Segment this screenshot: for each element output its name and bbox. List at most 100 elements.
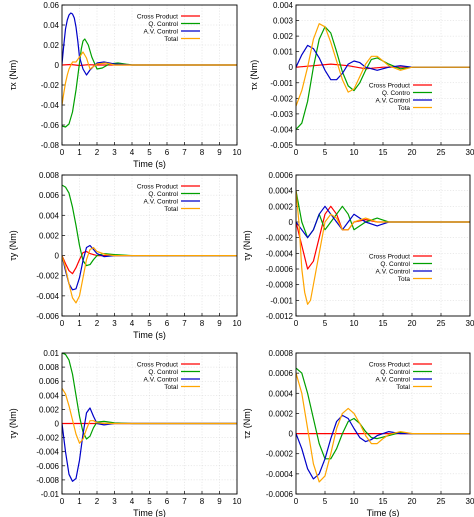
legend-label: Cross Product <box>137 184 178 191</box>
y-tick-label: 0.008 <box>39 363 60 372</box>
x-tick-label: 2 <box>95 497 100 506</box>
x-tick-label: 2 <box>95 148 100 157</box>
y-tick-label: 0.001 <box>273 48 294 57</box>
legend-label: Total <box>164 384 178 391</box>
x-tick-label: 5 <box>147 319 152 328</box>
x-tick-label: 20 <box>408 319 417 328</box>
y-tick-label: -0.006 <box>36 462 59 471</box>
y-tick-label: 0 <box>289 218 294 227</box>
x-tick-label: 15 <box>379 319 388 328</box>
y-tick-label: 0.002 <box>39 231 60 240</box>
y-tick-label: -0.01 <box>41 490 60 499</box>
x-tick-label: 5 <box>147 148 152 157</box>
legend-label: Q. Control <box>148 191 178 198</box>
series-line-4 <box>296 372 470 483</box>
series-line-2 <box>62 38 237 128</box>
y-tick-label: -0.0004 <box>266 470 294 479</box>
series-line-2 <box>62 353 237 440</box>
x-tick-label: 9 <box>217 148 222 157</box>
x-tick-label: 5 <box>147 497 152 506</box>
x-tick-label: 20 <box>408 497 417 506</box>
legend-label: Q. Control <box>148 369 178 376</box>
y-tick-label: 0.002 <box>273 32 294 41</box>
chart-panel-2: 0 5 10 15 20 25 30 -0.005 -0.004 -0.003 -0.002 -0.0… <box>249 1 474 157</box>
y-tick-label: 0 <box>289 63 294 72</box>
plot-frame <box>61 4 238 146</box>
legend-label: Cross Product <box>369 362 410 369</box>
x-tick-label: 10 <box>350 319 359 328</box>
y-axis-label: τy (Nm) <box>8 230 18 261</box>
legend-label: A.V. Control <box>144 377 179 384</box>
y-tick-label: 0 <box>289 430 294 439</box>
y-tick-label: 0.04 <box>43 21 59 30</box>
x-tick-label: 25 <box>437 319 446 328</box>
x-tick-label: 10 <box>233 319 242 328</box>
x-tick-label: 1 <box>77 319 82 328</box>
chart-panel-3: 0 1 2 3 4 5 6 7 8 9 10 -0.006 -0.004 -0.002 0 0.002 0.00… <box>8 171 242 340</box>
legend-label: A.V. Control <box>376 269 411 276</box>
y-tick-label: 0.06 <box>43 1 59 10</box>
x-tick-label: 15 <box>379 148 388 157</box>
series-line-4 <box>296 23 470 107</box>
y-tick-label: -0.006 <box>36 312 59 321</box>
y-tick-label: -0.001 <box>270 296 293 305</box>
x-tick-label: 5 <box>323 319 328 328</box>
y-tick-label: -0.004 <box>270 125 293 134</box>
x-tick-label: 7 <box>182 497 187 506</box>
y-tick-label: 0 <box>55 420 60 429</box>
series-line-3 <box>296 205 470 239</box>
x-tick-label: 30 <box>466 319 474 328</box>
y-tick-label: 0.02 <box>43 41 59 50</box>
series-line-4 <box>62 246 237 304</box>
legend-label: Cross Product <box>137 14 178 21</box>
plot-frame <box>61 352 238 495</box>
x-axis-label: Time (s) <box>133 508 166 517</box>
y-tick-label: 0.002 <box>39 405 60 414</box>
x-tick-label: 0 <box>60 148 65 157</box>
legend-label: Cross Product <box>369 83 410 90</box>
x-tick-label: 6 <box>165 497 170 506</box>
y-tick-label: 0.0004 <box>269 187 294 196</box>
x-tick-label: 10 <box>233 148 242 157</box>
y-tick-label: 0.004 <box>39 391 60 400</box>
x-tick-label: 10 <box>350 148 359 157</box>
legend-label: Q. Control <box>380 369 410 376</box>
y-tick-label: 0 <box>55 252 60 261</box>
y-tick-label: -0.02 <box>41 81 60 90</box>
chart-panel-4: 0 5 10 15 20 25 30 -0.0012 -0.001 -0.0008 -0.0006 -… <box>242 171 474 328</box>
x-tick-label: 1 <box>77 497 82 506</box>
series-line-3 <box>296 414 470 480</box>
x-axis-label: Time (s) <box>133 330 166 340</box>
y-tick-label: 0.01 <box>43 349 59 358</box>
y-tick-label: -0.003 <box>270 110 293 119</box>
x-tick-label: 30 <box>466 497 474 506</box>
legend-label: Cross Product <box>369 254 410 261</box>
x-tick-label: 1 <box>77 148 82 157</box>
y-tick-label: -0.002 <box>36 434 59 443</box>
legend-label: Total <box>164 36 178 43</box>
chart-panel-1: 0 1 2 3 4 5 6 7 8 9 10 -0.08 -0.06 -0.04 -0.02 0 0.02 0.0… <box>8 1 242 169</box>
y-axis-label: τx (Nm) <box>8 60 18 91</box>
y-tick-label: 0.0008 <box>269 349 294 358</box>
x-tick-label: 20 <box>408 148 417 157</box>
y-tick-label: 0.004 <box>39 211 60 220</box>
x-tick-label: 0 <box>60 319 65 328</box>
y-tick-label: -0.004 <box>36 448 59 457</box>
x-tick-label: 5 <box>323 148 328 157</box>
plot-frame <box>295 174 471 317</box>
y-tick-label: -0.004 <box>36 292 59 301</box>
series-line-3 <box>62 407 237 482</box>
x-tick-label: 6 <box>165 319 170 328</box>
y-tick-label: 0 <box>55 61 60 70</box>
y-tick-label: 0.0006 <box>269 171 294 180</box>
x-tick-label: 8 <box>200 497 205 506</box>
x-tick-label: 0 <box>294 148 299 157</box>
chart-panel-6: 0 5 10 15 20 25 30 -0.0006 -0.0004 -0.0002 0 0.0002… <box>242 349 474 517</box>
series-line-3 <box>62 244 237 291</box>
x-tick-label: 30 <box>466 148 474 157</box>
y-tick-label: -0.002 <box>36 272 59 281</box>
x-tick-label: 25 <box>437 148 446 157</box>
x-tick-label: 7 <box>182 148 187 157</box>
legend-label: Total <box>164 206 178 213</box>
y-tick-label: 0.006 <box>39 377 60 386</box>
